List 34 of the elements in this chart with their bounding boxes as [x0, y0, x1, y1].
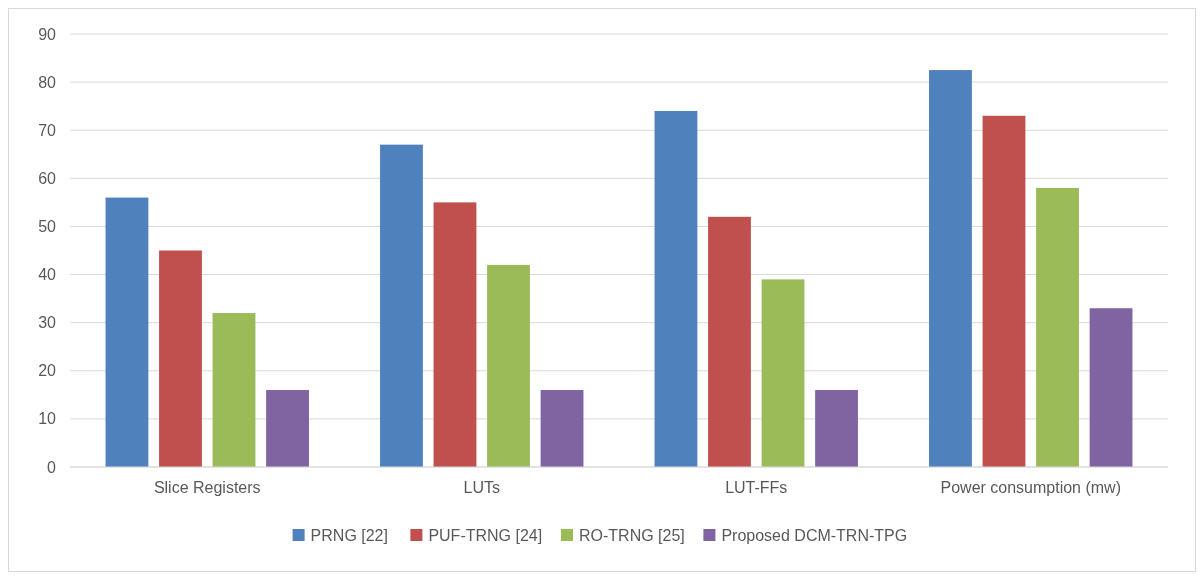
bar — [761, 279, 805, 467]
x-tick-label: Slice Registers — [153, 479, 261, 496]
legend-label: PUF-TRNG [24] — [428, 526, 543, 544]
x-tick-label: LUTs — [463, 479, 500, 496]
bar — [105, 197, 149, 467]
y-tick-label: 80 — [38, 73, 57, 91]
bar — [929, 70, 972, 467]
legend-label: RO-TRNG [25] — [579, 526, 685, 544]
bar — [212, 313, 256, 467]
bar — [815, 390, 858, 467]
x-tick-label: Power consumption (mw) — [940, 479, 1121, 496]
bar — [982, 115, 1026, 467]
bar — [1036, 187, 1079, 467]
bar — [380, 144, 423, 467]
y-tick-label: 70 — [38, 121, 57, 139]
y-tick-label: 90 — [38, 25, 57, 43]
bar — [266, 390, 309, 467]
bar — [708, 216, 751, 467]
y-tick-label: 0 — [47, 458, 57, 476]
bar — [654, 110, 698, 467]
y-tick-label: 20 — [38, 362, 57, 380]
y-tick-label: 30 — [38, 314, 57, 332]
bar — [487, 264, 530, 467]
y-tick-label: 50 — [38, 218, 57, 236]
bar — [433, 202, 477, 467]
x-tick-label: LUT-FFs — [725, 479, 788, 496]
legend-label: PRNG [22] — [310, 526, 388, 544]
y-tick-label: 10 — [38, 410, 57, 428]
y-tick-label: 60 — [38, 169, 57, 187]
legend-label: Proposed DCM-TRN-TPG — [721, 526, 908, 544]
bar — [540, 390, 584, 467]
bar — [1089, 308, 1133, 467]
bar — [159, 250, 202, 467]
y-tick-label: 40 — [38, 266, 57, 284]
